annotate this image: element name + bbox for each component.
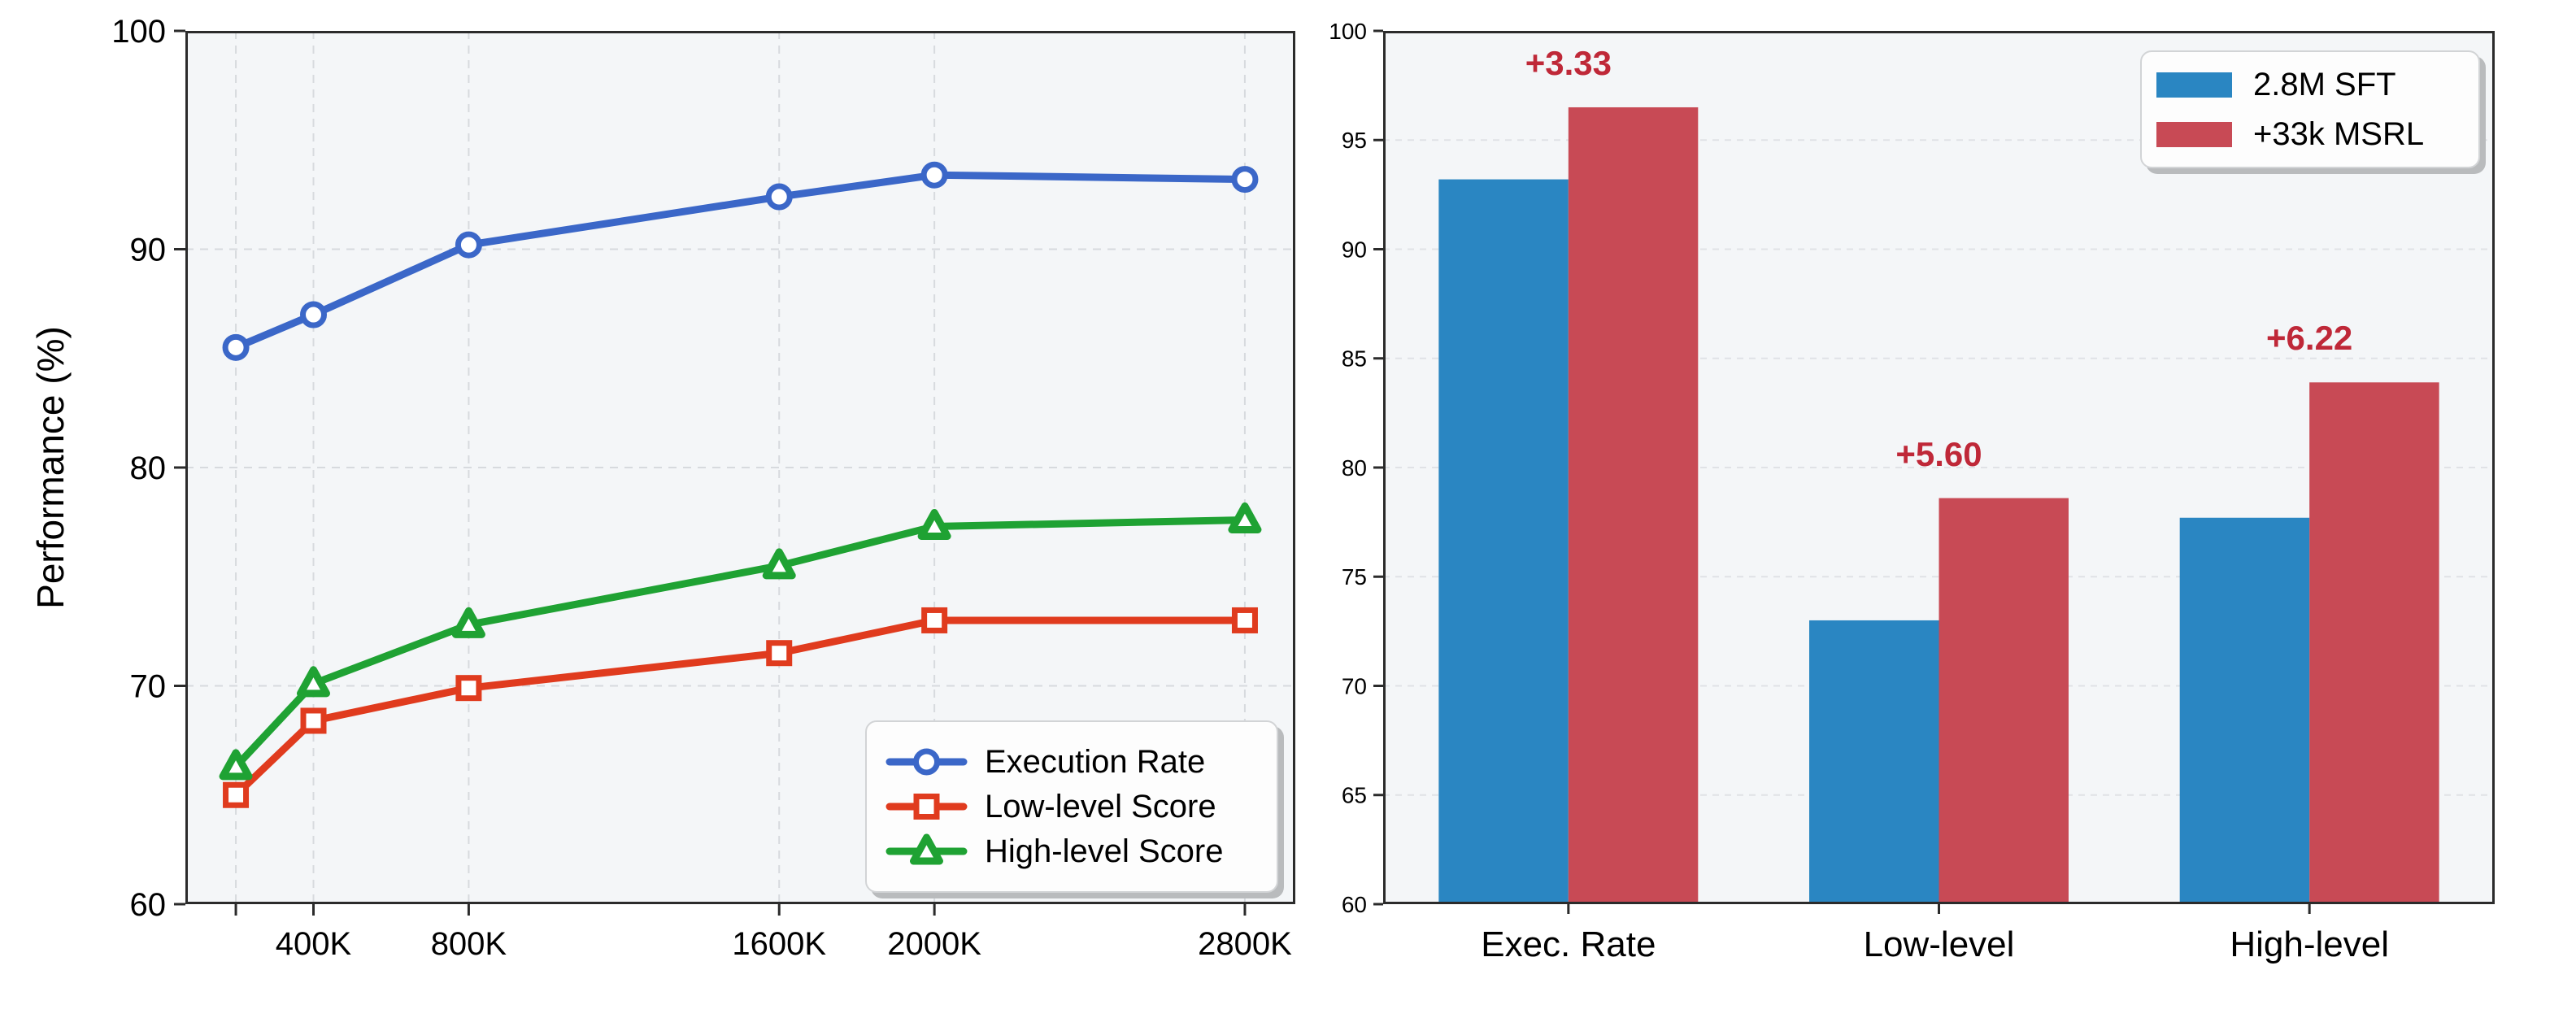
y-tick-label: 95 xyxy=(1342,128,1367,153)
circle-marker xyxy=(222,333,250,361)
data-line xyxy=(232,171,1249,351)
gain-annotation: +5.60 xyxy=(1895,434,1982,473)
x-tick-label: 1600K xyxy=(732,926,826,962)
x-tick-label: 2000K xyxy=(887,926,981,962)
y-tick-label: 70 xyxy=(1342,673,1367,698)
x-tick-label: Low-level xyxy=(1864,924,2015,964)
bar-chart-legend: 2.8M SFT +33k MSRL xyxy=(2140,50,2480,168)
square-marker xyxy=(921,607,948,633)
circle-marker xyxy=(765,183,793,211)
bar-sft xyxy=(1438,179,1569,904)
legend-item: 2.8M SFT xyxy=(2156,67,2478,103)
bar-msrl xyxy=(1568,107,1699,905)
legend-item-label: 2.8M SFT xyxy=(2253,66,2396,102)
legend-item-label: Low-level Score xyxy=(985,788,1216,824)
bar-msrl xyxy=(1939,498,2069,904)
legend-item: +33k MSRL xyxy=(2156,116,2478,153)
circle-marker-icon xyxy=(886,748,968,776)
y-tick-label: 90 xyxy=(1342,237,1367,262)
square-marker xyxy=(455,675,482,702)
circle-marker xyxy=(300,301,327,328)
circle-marker xyxy=(920,161,948,189)
square-marker xyxy=(766,640,793,667)
gain-annotation: +3.33 xyxy=(1525,43,1612,82)
bar-chart-panel: 60 65 70 75 80 85 90 95 100 Exec. Rate Low-level Hi… xyxy=(1329,19,2495,964)
triangle-marker-icon xyxy=(886,833,968,865)
x-tick-label: Exec. Rate xyxy=(1481,924,1656,964)
y-tick-label: 90 xyxy=(130,233,167,268)
axes-spines xyxy=(1383,31,2495,904)
triangle-marker xyxy=(917,508,951,540)
triangle-marker xyxy=(762,548,796,580)
legend-item-label: +33k MSRL xyxy=(2253,115,2425,152)
axes-spines xyxy=(185,31,1295,904)
line-chart-canvas: 60 70 80 90 100 400K 800K 1600K 2000K 2800K xyxy=(111,14,1295,962)
square-marker xyxy=(1231,607,1258,633)
x-tick-label: High-level xyxy=(2230,924,2389,964)
x-tick-label: 800K xyxy=(431,926,507,962)
circle-marker xyxy=(1231,166,1259,194)
square-marker xyxy=(300,707,327,734)
y-axis-label: Performance (%) xyxy=(29,326,72,609)
y-tick-label: 60 xyxy=(1342,892,1367,917)
y-tick-label: 80 xyxy=(130,450,167,486)
triangle-marker xyxy=(297,666,330,698)
y-tick-label: 100 xyxy=(1329,19,1367,44)
bar-sft xyxy=(1809,620,1939,904)
y-tick-label: 75 xyxy=(1342,564,1367,589)
triangle-marker xyxy=(1228,502,1262,533)
bar-sft xyxy=(2179,517,2310,904)
circle-marker xyxy=(455,231,482,259)
legend-item-label: Execution Rate xyxy=(985,743,1206,780)
x-tick-label: 2800K xyxy=(1198,926,1292,962)
data-line xyxy=(232,516,1249,771)
y-tick-label: 80 xyxy=(1342,455,1367,481)
bar-msrl xyxy=(2309,382,2439,904)
line-chart-panel: 60 70 80 90 100 400K 800K 1600K 2000K 2800K Execu… xyxy=(111,14,1295,962)
square-marker xyxy=(223,781,250,808)
y-tick-label: 100 xyxy=(111,14,166,50)
line-chart-legend: Execution Rate Low-level Score High-level … xyxy=(865,720,1278,893)
x-tick-label: 400K xyxy=(276,926,352,962)
legend-item: High-level Score xyxy=(886,833,1277,870)
legend-color-swatch xyxy=(2156,72,2232,98)
circle-marker xyxy=(913,748,940,776)
legend-item-label: High-level Score xyxy=(985,833,1224,869)
square-marker xyxy=(913,794,940,820)
triangle-marker xyxy=(910,833,943,865)
y-tick-label: 60 xyxy=(130,887,167,923)
square-marker-icon xyxy=(886,794,968,820)
legend-item: Execution Rate xyxy=(886,743,1277,781)
gain-annotation: +6.22 xyxy=(2266,319,2353,358)
triangle-marker xyxy=(451,607,485,638)
bar-chart-canvas: 60 65 70 75 80 85 90 95 100 Exec. Rate Low-level Hi… xyxy=(1329,19,2495,964)
y-tick-label: 85 xyxy=(1342,346,1367,372)
legend-item: Low-level Score xyxy=(886,788,1277,825)
triangle-marker xyxy=(219,749,253,781)
y-tick-label: 65 xyxy=(1342,783,1367,808)
y-tick-label: 70 xyxy=(130,669,167,705)
legend-color-swatch xyxy=(2156,121,2232,147)
